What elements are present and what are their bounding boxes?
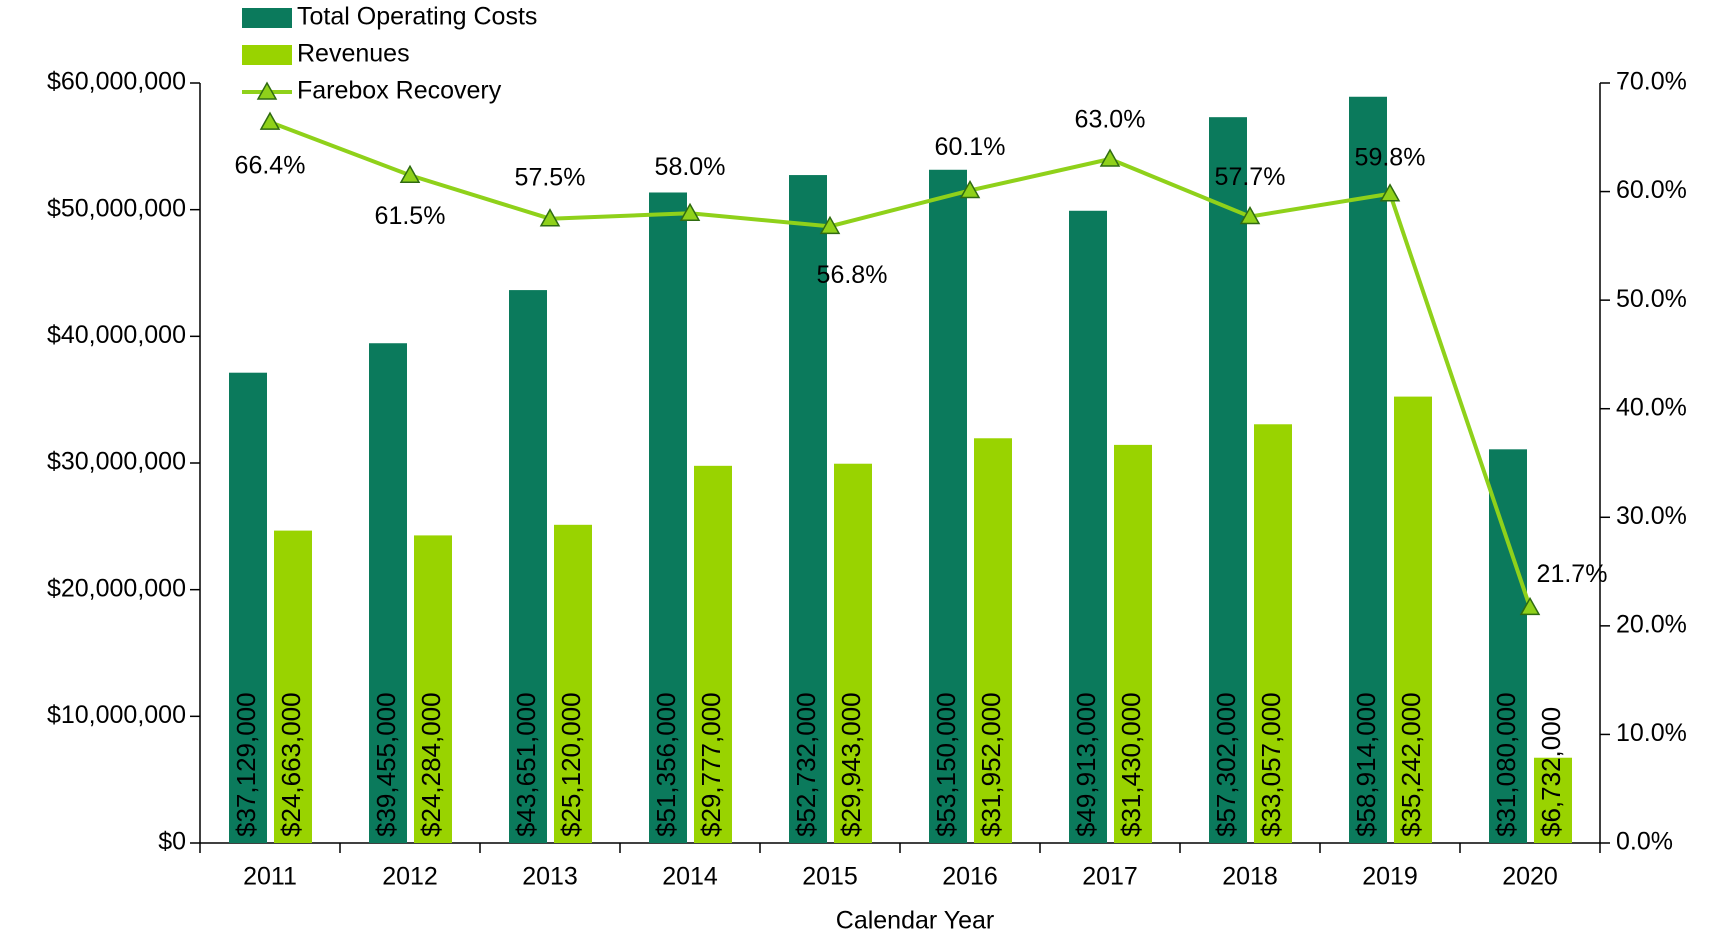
bar-value-label: $24,284,000 <box>416 692 446 837</box>
line-marker <box>1379 183 1401 202</box>
bar <box>414 535 452 843</box>
legend-label: Revenues <box>297 40 410 68</box>
bar <box>694 465 732 843</box>
line-marker <box>1099 148 1121 167</box>
line-marker <box>539 208 561 227</box>
y2-tick-label: 70.0% <box>1616 68 1687 96</box>
legend-swatch <box>242 45 292 65</box>
bar-value-label: $43,651,000 <box>511 692 541 837</box>
line-marker <box>679 202 701 222</box>
y-tick-label: $60,000,000 <box>47 68 186 96</box>
bar <box>509 290 547 843</box>
line-value-label: 56.8% <box>817 261 888 289</box>
line-value-label: 66.4% <box>235 152 306 180</box>
x-tick-label: 2016 <box>942 863 998 891</box>
line-marker <box>1239 206 1261 225</box>
line-value-label: 57.5% <box>515 163 586 191</box>
y2-tick-label: 40.0% <box>1616 393 1687 421</box>
bar-value-label: $29,777,000 <box>696 692 726 837</box>
line-value-label: 57.7% <box>1215 163 1286 191</box>
x-tick-label: 2015 <box>802 863 858 891</box>
line-value-label: 59.8% <box>1355 143 1426 171</box>
bar <box>229 372 267 843</box>
line-marker <box>259 111 281 130</box>
line-value-label: 60.1% <box>935 133 1006 161</box>
bar <box>974 438 1012 843</box>
bar <box>274 530 312 843</box>
y2-tick-label: 50.0% <box>1616 285 1687 313</box>
bar <box>649 192 687 843</box>
y-tick-label: $40,000,000 <box>47 321 186 349</box>
y-tick-label: $0 <box>158 828 186 856</box>
bar <box>789 175 827 843</box>
bar-value-label: $51,356,000 <box>651 692 681 837</box>
x-tick-label: 2011 <box>243 863 297 891</box>
legend-label: Farebox Recovery <box>297 77 502 105</box>
bar-value-label: $37,129,000 <box>231 692 261 837</box>
bar <box>554 524 592 843</box>
bar-value-label: $33,057,000 <box>1256 692 1286 837</box>
bar-value-label: $31,080,000 <box>1491 692 1521 837</box>
line-marker <box>1519 596 1541 616</box>
x-tick-label: 2018 <box>1222 863 1278 891</box>
y2-tick-label: 30.0% <box>1616 502 1687 530</box>
bar <box>1534 757 1572 843</box>
bar <box>1349 96 1387 844</box>
line-marker <box>819 215 841 235</box>
line-value-label: 58.0% <box>655 153 726 181</box>
legend-marker <box>256 81 278 100</box>
y2-tick-label: 10.0% <box>1616 719 1687 747</box>
y2-tick-label: 20.0% <box>1616 610 1687 638</box>
x-tick-label: 2014 <box>662 863 718 891</box>
bar-value-label: $31,952,000 <box>976 692 1006 837</box>
x-tick-label: 2020 <box>1502 863 1558 891</box>
bar-value-label: $25,120,000 <box>556 692 586 837</box>
bar <box>1254 424 1292 843</box>
bar <box>1489 449 1527 843</box>
bar <box>1394 396 1432 843</box>
line-marker <box>959 179 981 199</box>
bar <box>834 463 872 843</box>
y-tick-label: $20,000,000 <box>47 574 186 602</box>
line <box>269 120 1532 609</box>
line-value-label: 61.5% <box>375 202 446 230</box>
legend-label: Total Operating Costs <box>297 3 537 31</box>
x-tick-label: 2017 <box>1082 863 1138 891</box>
bar-value-label: $53,150,000 <box>931 692 961 837</box>
bar <box>1209 117 1247 843</box>
bar <box>929 169 967 843</box>
bar <box>1069 210 1107 843</box>
bar-value-label: $52,732,000 <box>791 692 821 837</box>
y-tick-label: $50,000,000 <box>47 194 186 222</box>
bar-value-label: $39,455,000 <box>371 692 401 837</box>
legend-swatch <box>242 8 292 28</box>
bar-value-label: $49,913,000 <box>1071 692 1101 837</box>
x-tick-label: 2019 <box>1362 863 1418 891</box>
bar-value-label: $24,663,000 <box>276 692 306 837</box>
x-axis-title: Calendar Year <box>836 907 994 935</box>
bar-value-label: $29,943,000 <box>836 692 866 837</box>
line-value-label: 21.7% <box>1537 560 1608 588</box>
bar-value-label: $58,914,000 <box>1351 692 1381 837</box>
y2-tick-label: 60.0% <box>1616 176 1687 204</box>
bar-value-label: $31,430,000 <box>1116 692 1146 837</box>
line-marker <box>399 164 421 184</box>
bar <box>369 343 407 843</box>
line-value-label: 63.0% <box>1075 106 1146 134</box>
y2-tick-label: 0.0% <box>1616 828 1673 856</box>
y-tick-label: $30,000,000 <box>47 448 186 476</box>
bar-value-label: $57,302,000 <box>1211 692 1241 837</box>
bar-value-label: $35,242,000 <box>1396 692 1426 837</box>
bar-value-label: $6,732,000 <box>1536 707 1566 837</box>
x-tick-label: 2012 <box>382 863 438 891</box>
bar <box>1114 444 1152 843</box>
y-tick-label: $10,000,000 <box>47 701 186 729</box>
x-tick-label: 2013 <box>522 863 578 891</box>
